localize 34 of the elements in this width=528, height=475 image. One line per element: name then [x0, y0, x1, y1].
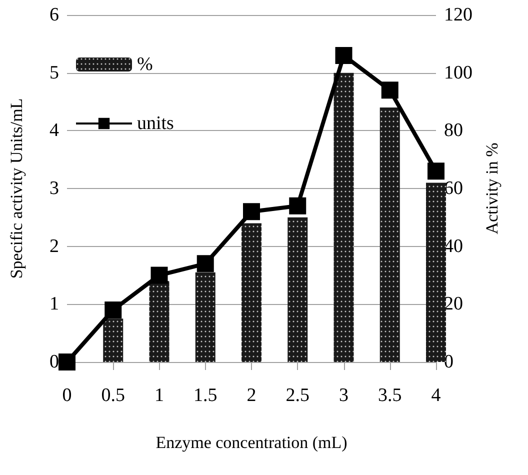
- x-axis-title: Enzyme concentration (mL): [156, 433, 348, 452]
- y-tick-label: 4: [50, 120, 60, 142]
- y2-axis-title: Activity in %: [482, 142, 502, 234]
- y-axis-title: Specific activity Units/mL: [7, 98, 26, 279]
- y-tick-label: 1: [50, 294, 59, 315]
- y-tick-label: 2: [50, 236, 59, 257]
- point: [150, 266, 168, 284]
- y2-tick-label: 120: [444, 4, 472, 26]
- point: [335, 46, 352, 64]
- y-tick-label: 5: [50, 62, 59, 84]
- point: [243, 203, 260, 220]
- y2-tick-label: 40: [444, 236, 463, 257]
- y-tick-label: 3: [50, 178, 59, 199]
- y2-tick-label: 100: [444, 62, 472, 84]
- x-tick-label: 3.5: [378, 385, 402, 406]
- x-tick-label: 0.5: [101, 385, 125, 406]
- legend-label: units: [137, 113, 174, 134]
- y-tick-label: 0: [50, 352, 59, 372]
- x-tick-label: 1: [154, 385, 164, 406]
- point: [289, 197, 306, 214]
- x-tick-label: 2.5: [286, 385, 310, 406]
- x-tick-label: 2: [246, 385, 256, 406]
- legend-label: %: [137, 54, 153, 75]
- point: [428, 162, 444, 180]
- point: [104, 301, 122, 318]
- y2-tick-label: 80: [444, 120, 463, 142]
- x-tick-label: 3: [339, 385, 348, 406]
- point: [381, 82, 398, 99]
- point: [58, 354, 76, 370]
- point: [196, 255, 214, 272]
- y-tick-label: 6: [50, 4, 59, 26]
- x-tick-label: 1.5: [194, 385, 218, 406]
- y2-tick-label: 20: [444, 294, 463, 315]
- x-tick-label: 4: [431, 385, 442, 406]
